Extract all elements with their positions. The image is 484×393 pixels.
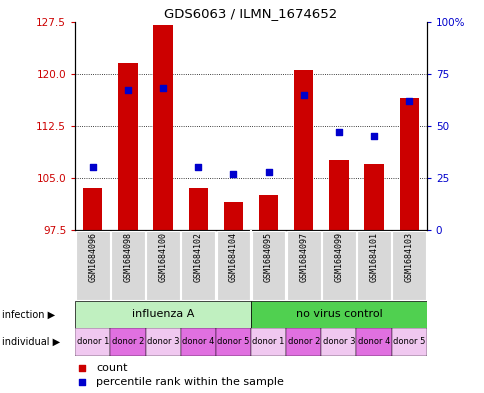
Text: donor 2: donor 2 <box>111 338 144 346</box>
Bar <box>181 231 215 300</box>
Bar <box>293 70 313 230</box>
Bar <box>118 63 137 230</box>
Text: GSM1684104: GSM1684104 <box>228 232 238 282</box>
Bar <box>329 160 348 230</box>
Bar <box>75 301 251 328</box>
Bar <box>76 231 109 300</box>
Point <box>194 164 202 171</box>
Bar <box>321 231 355 300</box>
Bar <box>391 328 426 356</box>
Point <box>78 365 86 371</box>
Text: individual ▶: individual ▶ <box>2 337 60 347</box>
Bar <box>83 188 102 230</box>
Point <box>299 92 307 98</box>
Title: GDS6063 / ILMN_1674652: GDS6063 / ILMN_1674652 <box>164 7 337 20</box>
Point <box>89 164 96 171</box>
Bar <box>251 231 285 300</box>
Text: donor 1: donor 1 <box>252 338 284 346</box>
Bar <box>146 231 180 300</box>
Text: GSM1684099: GSM1684099 <box>333 232 343 282</box>
Point <box>229 171 237 177</box>
Text: donor 3: donor 3 <box>147 338 179 346</box>
Bar <box>320 328 356 356</box>
Text: donor 5: donor 5 <box>392 338 424 346</box>
Bar <box>356 231 390 300</box>
Text: donor 4: donor 4 <box>182 338 214 346</box>
Text: infection ▶: infection ▶ <box>2 309 56 320</box>
Bar <box>363 164 383 230</box>
Bar <box>180 328 215 356</box>
Text: influenza A: influenza A <box>132 309 194 320</box>
Point <box>159 85 166 92</box>
Bar <box>399 98 418 230</box>
Text: GSM1684098: GSM1684098 <box>123 232 132 282</box>
Text: count: count <box>96 363 127 373</box>
Bar <box>286 231 320 300</box>
Bar <box>216 231 250 300</box>
Text: donor 5: donor 5 <box>217 338 249 346</box>
Bar <box>145 328 180 356</box>
Text: GSM1684103: GSM1684103 <box>404 232 413 282</box>
Bar <box>188 188 208 230</box>
Text: GSM1684095: GSM1684095 <box>263 232 272 282</box>
Text: donor 4: donor 4 <box>357 338 390 346</box>
Bar <box>215 328 251 356</box>
Text: no virus control: no virus control <box>295 309 381 320</box>
Bar <box>251 301 426 328</box>
Bar <box>110 328 145 356</box>
Bar <box>111 231 145 300</box>
Bar <box>223 202 242 230</box>
Text: donor 1: donor 1 <box>76 338 109 346</box>
Bar <box>392 231 425 300</box>
Point <box>405 97 412 104</box>
Text: donor 3: donor 3 <box>322 338 354 346</box>
Bar <box>251 328 286 356</box>
Text: GSM1684100: GSM1684100 <box>158 232 167 282</box>
Bar <box>75 328 110 356</box>
Text: donor 2: donor 2 <box>287 338 319 346</box>
Bar <box>286 328 320 356</box>
Point <box>124 87 132 94</box>
Bar <box>153 25 172 230</box>
Point <box>264 169 272 175</box>
Text: GSM1684097: GSM1684097 <box>299 232 308 282</box>
Bar <box>356 328 391 356</box>
Point <box>334 129 342 135</box>
Text: GSM1684101: GSM1684101 <box>369 232 378 282</box>
Text: percentile rank within the sample: percentile rank within the sample <box>96 377 284 387</box>
Bar <box>258 195 278 230</box>
Text: GSM1684102: GSM1684102 <box>193 232 202 282</box>
Point <box>78 378 86 385</box>
Point <box>369 133 377 140</box>
Text: GSM1684096: GSM1684096 <box>88 232 97 282</box>
